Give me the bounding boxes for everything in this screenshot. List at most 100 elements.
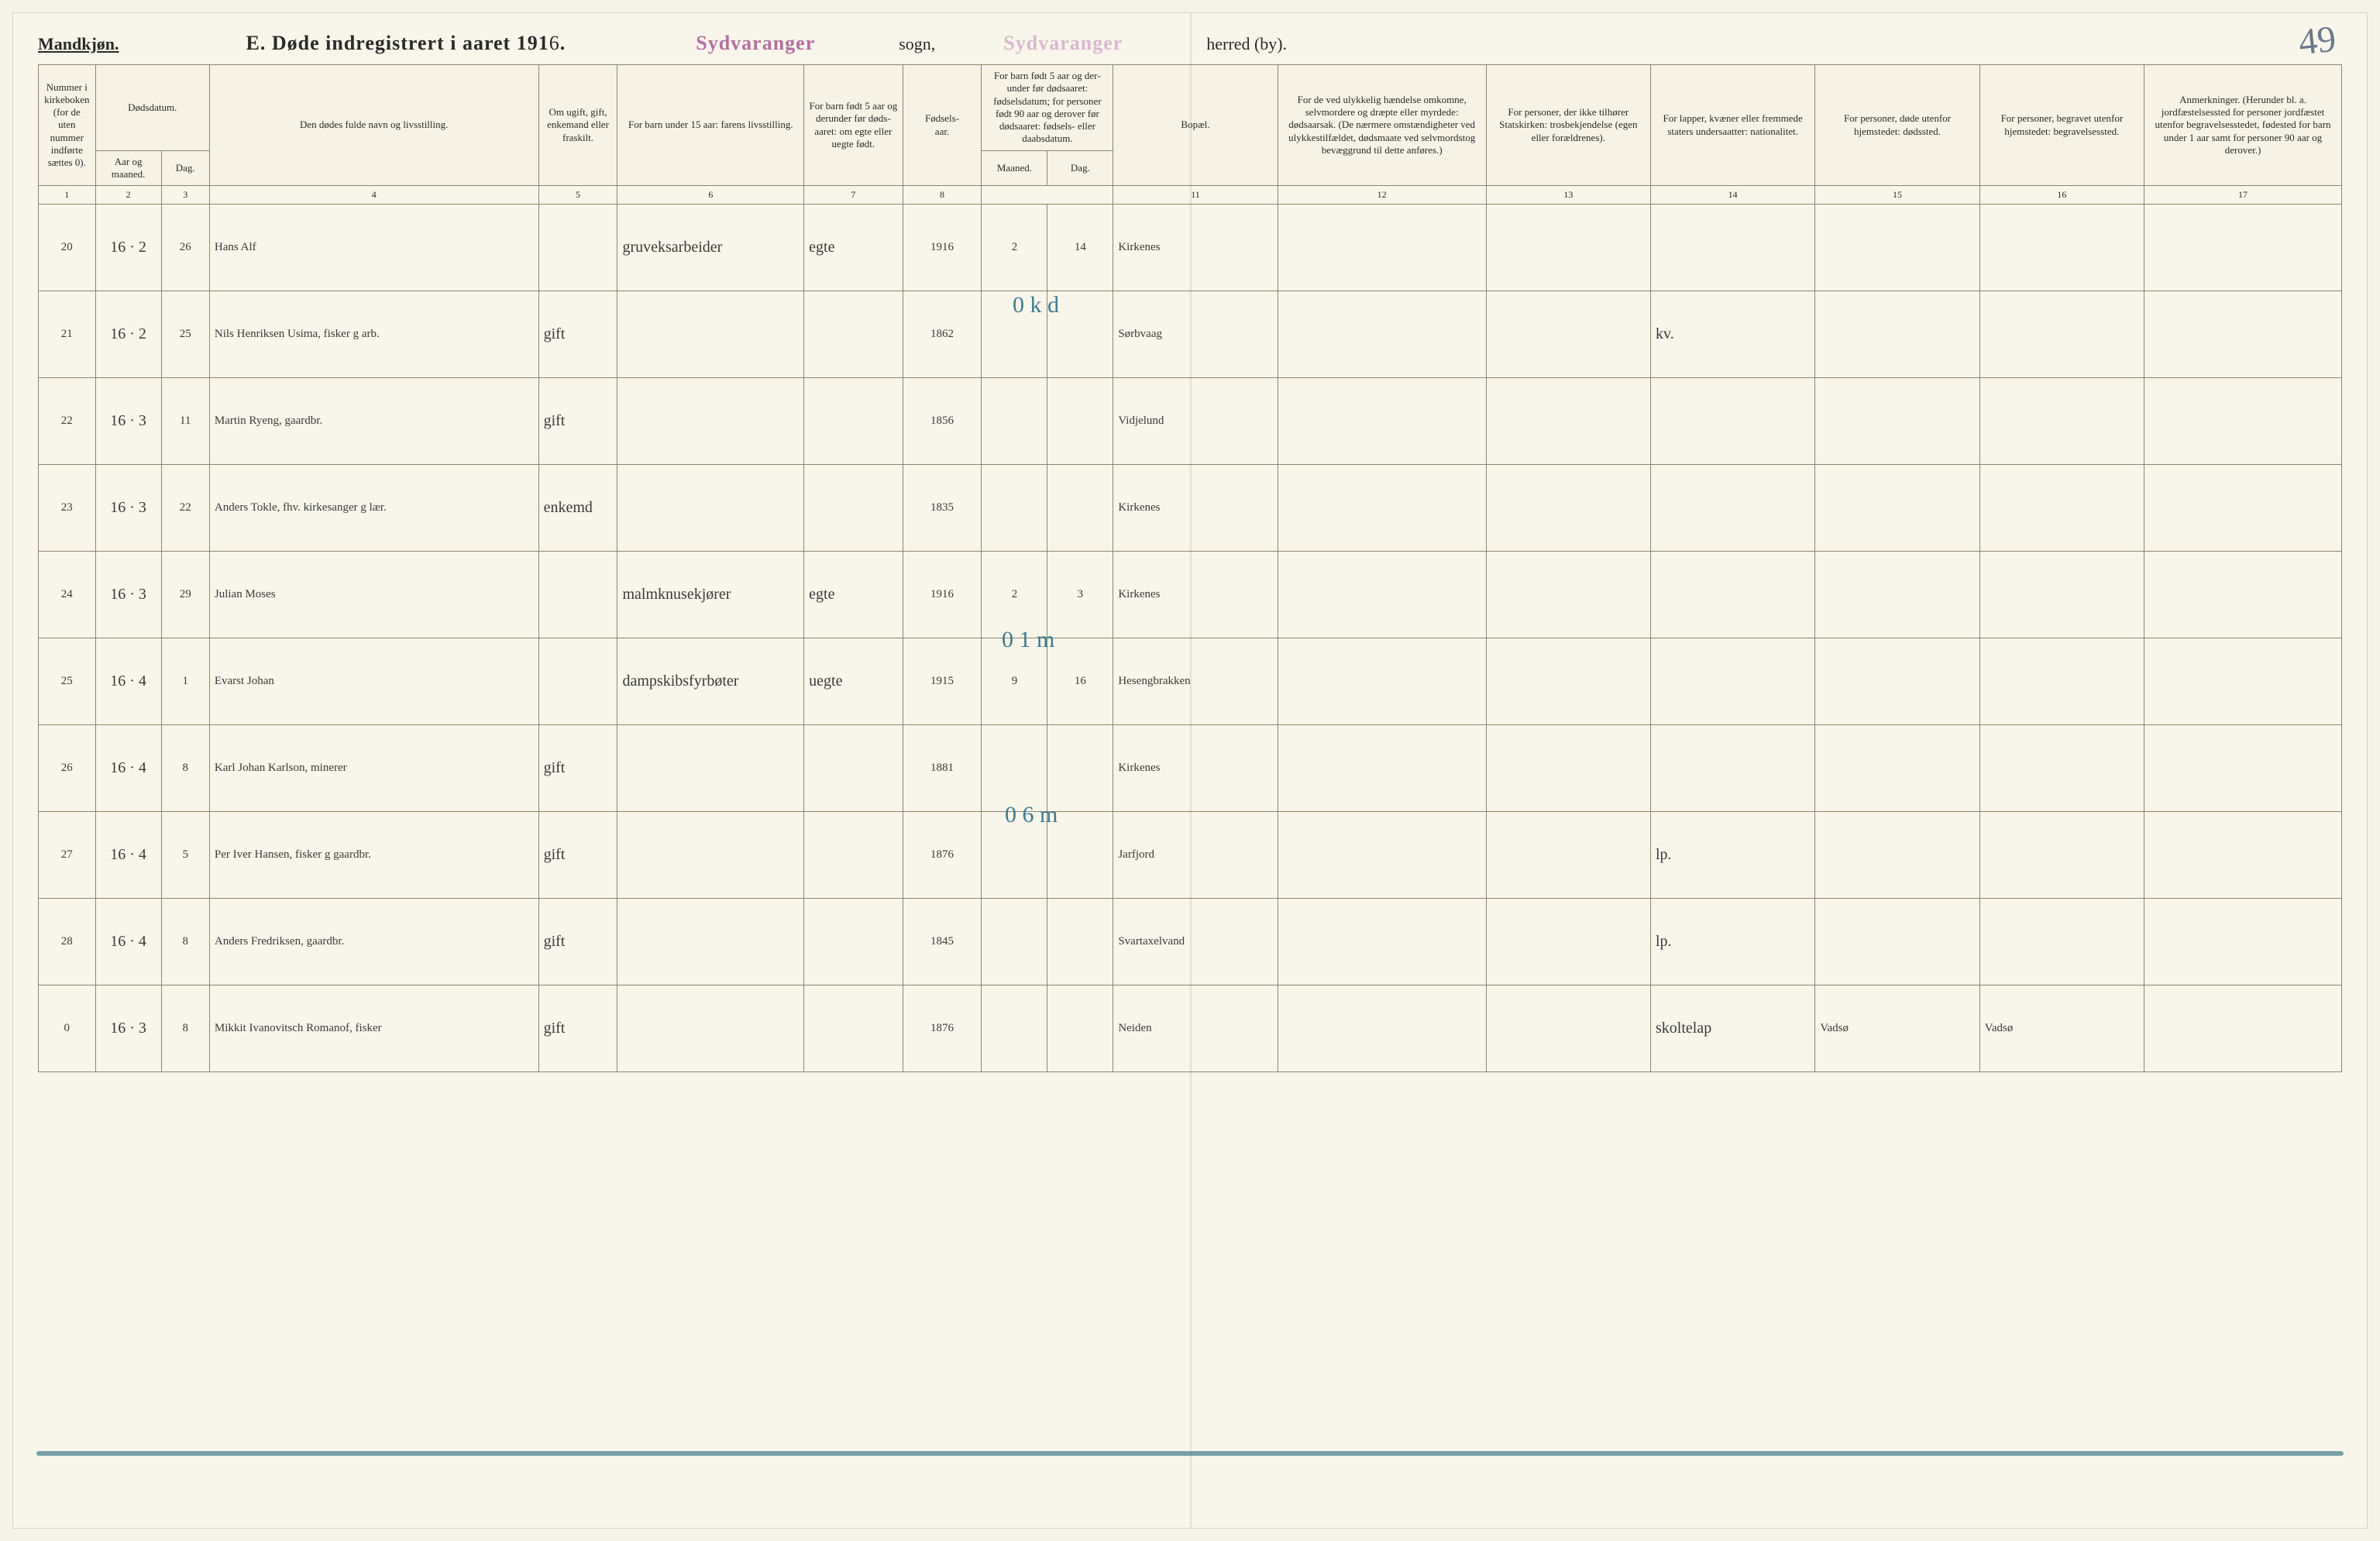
cell-num: 27 [39, 812, 96, 899]
title-year-digit: 6 [549, 32, 560, 54]
cell-aar-maaned: 16 · 2 [95, 205, 161, 291]
cell-c15 [1815, 638, 1979, 725]
cell-c15 [1815, 725, 1979, 812]
colnum: 13 [1486, 186, 1650, 205]
cell-c15 [1815, 899, 1979, 985]
cell-c13 [1486, 378, 1650, 465]
cell-c16 [1979, 465, 2144, 552]
cell-c17 [2144, 465, 2342, 552]
cell-c16: Vadsø [1979, 985, 2144, 1072]
cell-dag: 8 [161, 985, 209, 1072]
cell-num: 24 [39, 552, 96, 638]
title-suffix: . [560, 32, 566, 54]
cell-faren [617, 378, 804, 465]
col-header: Dødsdatum. [95, 65, 209, 151]
cell-dag: 26 [161, 205, 209, 291]
cell-c16 [1979, 552, 2144, 638]
cell-navn: Anders Fredriksen, gaardbr. [209, 899, 538, 985]
cell-egte [804, 985, 903, 1072]
cell-c16 [1979, 899, 2144, 985]
cell-fodsels-aar: 1856 [903, 378, 982, 465]
cell-num: 26 [39, 725, 96, 812]
colnum: 3 [161, 186, 209, 205]
colnum: 14 [1651, 186, 1815, 205]
cell-c16 [1979, 378, 2144, 465]
sogn-stamp: Sydvaranger [696, 32, 815, 55]
cell-bopael: Svartaxelvand [1113, 899, 1278, 985]
cell-fodsels-mnd: 2 [982, 205, 1047, 291]
cell-dag: 11 [161, 378, 209, 465]
cell-c13 [1486, 725, 1650, 812]
cell-fodsels-mnd [982, 291, 1047, 378]
cell-dag: 29 [161, 552, 209, 638]
col-header: Nummer i kirke­boken (for de uten nummer… [39, 65, 96, 186]
cell-fodsels-mnd [982, 465, 1047, 552]
cell-c13 [1486, 291, 1650, 378]
cell-c13 [1486, 812, 1650, 899]
cell-faren [617, 812, 804, 899]
cell-aar-maaned: 16 · 3 [95, 552, 161, 638]
cell-sivilstand [538, 638, 617, 725]
cell-c15 [1815, 812, 1979, 899]
cell-num: 0 [39, 985, 96, 1072]
cell-c13 [1486, 205, 1650, 291]
cell-c13 [1486, 638, 1650, 725]
cell-navn: Martin Ryeng, gaardbr. [209, 378, 538, 465]
cell-c16 [1979, 812, 2144, 899]
cell-faren: dampskibsfyrbøter [617, 638, 804, 725]
cell-c12 [1278, 899, 1486, 985]
cell-fodsels-dag: 16 [1047, 638, 1113, 725]
cell-dag: 22 [161, 465, 209, 552]
cell-c13 [1486, 552, 1650, 638]
cell-dag: 8 [161, 725, 209, 812]
colnum: 15 [1815, 186, 1979, 205]
cell-fodsels-aar: 1876 [903, 812, 982, 899]
cell-num: 21 [39, 291, 96, 378]
cell-c17 [2144, 291, 2342, 378]
cell-c17 [2144, 899, 2342, 985]
cell-sivilstand: gift [538, 899, 617, 985]
cell-dag: 8 [161, 899, 209, 985]
cell-c14 [1651, 552, 1815, 638]
blue-strike-line [36, 1451, 2344, 1456]
cell-sivilstand [538, 552, 617, 638]
cell-navn: Nils Henriksen Usima, fisker g arb. [209, 291, 538, 378]
cell-fodsels-mnd [982, 378, 1047, 465]
cell-bopael: Hesengbrakken [1113, 638, 1278, 725]
colnum: 7 [804, 186, 903, 205]
cell-egte: uegte [804, 638, 903, 725]
cell-navn: Hans Alf [209, 205, 538, 291]
col-header-text: Fødsels- [925, 112, 959, 124]
cell-num: 20 [39, 205, 96, 291]
cell-c12 [1278, 638, 1486, 725]
cell-navn: Anders Tokle, fhv. kirkesanger g lær. [209, 465, 538, 552]
cell-c15 [1815, 205, 1979, 291]
colnum: 2 [95, 186, 161, 205]
cell-aar-maaned: 16 · 2 [95, 291, 161, 378]
cell-fodsels-mnd [982, 899, 1047, 985]
cell-fodsels-aar: 1876 [903, 985, 982, 1072]
cell-c13 [1486, 985, 1650, 1072]
cell-faren: malmknusekjører [617, 552, 804, 638]
cell-sivilstand: gift [538, 985, 617, 1072]
cell-fodsels-aar: 1915 [903, 638, 982, 725]
cell-fodsels-dag [1047, 291, 1113, 378]
cell-bopael: Jarfjord [1113, 812, 1278, 899]
cell-navn: Evarst Johan [209, 638, 538, 725]
sogn-label: sogn, [899, 34, 935, 54]
col-header: For lapper, kvæner eller fremmede stater… [1651, 65, 1815, 186]
cell-c15 [1815, 465, 1979, 552]
col-header: For de ved ulykkelig hændelse omkomne, s… [1278, 65, 1486, 186]
cell-aar-maaned: 16 · 3 [95, 985, 161, 1072]
colnum: 6 [617, 186, 804, 205]
cell-egte [804, 899, 903, 985]
cell-sivilstand: enkemd [538, 465, 617, 552]
cell-c12 [1278, 725, 1486, 812]
cell-egte: egte [804, 205, 903, 291]
cell-sivilstand: gift [538, 378, 617, 465]
cell-bopael: Kirkenes [1113, 465, 1278, 552]
cell-c17 [2144, 725, 2342, 812]
colnum: 4 [209, 186, 538, 205]
title-prefix: E. Døde indregistrert i aaret 191 [246, 32, 549, 54]
cell-fodsels-dag [1047, 899, 1113, 985]
